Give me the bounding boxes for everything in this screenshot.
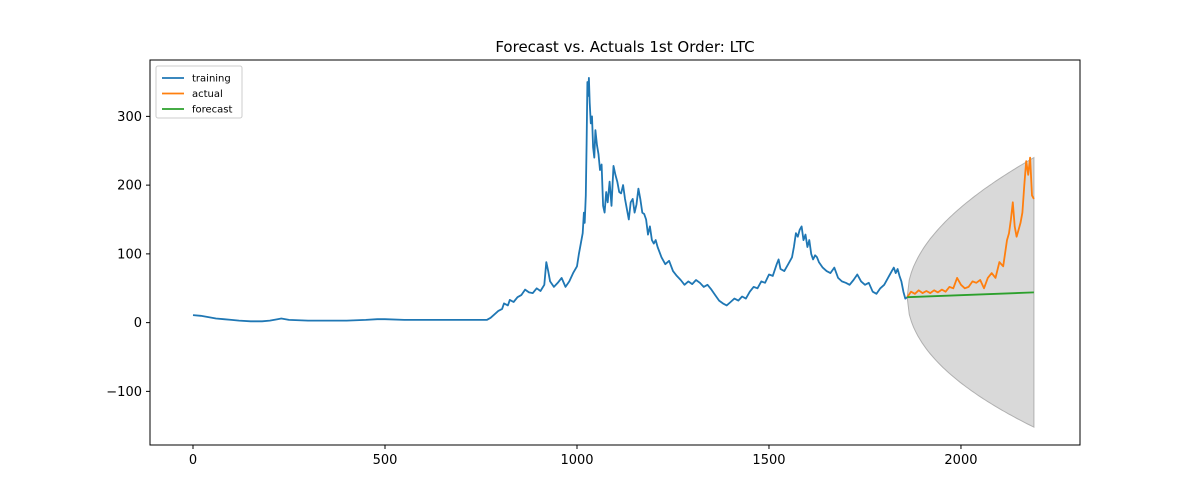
plot-frame [149,59,1081,446]
confidence-band [906,156,1035,428]
y-tick-label: 200 [117,179,142,194]
series-line-training [192,77,908,323]
legend-label-actual: actual [192,89,223,100]
legend-label-forecast: forecast [192,105,233,116]
legend-label-training: training [192,74,231,85]
y-tick-label: 0 [134,316,142,331]
x-axis: 0 500 1000 1500 2000 [189,445,978,468]
x-tick-label: 1000 [560,453,593,468]
legend-box [155,65,243,119]
y-tick-label: −100 [106,385,142,400]
y-tick-label: 300 [117,110,142,125]
legend: training actual forecast [155,65,243,119]
series-line-forecast [907,291,1034,299]
y-tick-label: 100 [117,247,142,262]
x-tick-label: 1500 [752,453,785,468]
confidence-band-layer [906,156,1035,428]
series-layer [192,77,1035,323]
x-tick-label: 500 [373,453,398,468]
y-axis: −100 0 100 200 300 [106,110,150,400]
x-tick-label: 2000 [944,453,977,468]
x-tick-label: 0 [189,453,197,468]
series-line-actual [906,156,1035,298]
chart-title: Forecast vs. Actuals 1st Order: LTC [495,38,754,56]
